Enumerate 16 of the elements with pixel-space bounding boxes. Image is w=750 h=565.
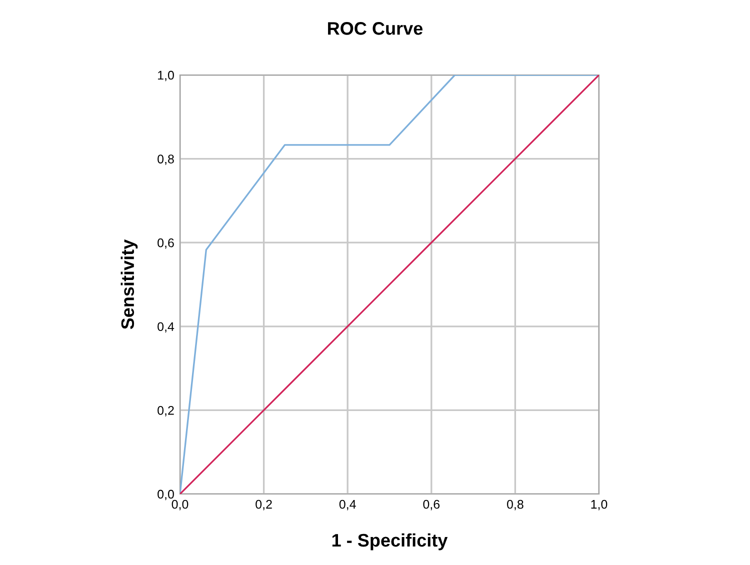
x-axis-title: 1 - Specificity	[332, 533, 448, 550]
y-tick-label: 0,2	[158, 406, 174, 416]
x-tick-label: 0,0	[172, 500, 188, 510]
x-tick-label: 0,8	[507, 500, 524, 510]
line-series	[180, 75, 599, 494]
x-tick-label: 0,2	[256, 500, 272, 510]
x-tick-label: 0,4	[339, 500, 356, 510]
y-tick-label: 1,0	[158, 70, 174, 82]
y-tick-label: 0,0	[158, 490, 174, 500]
y-tick-label: 0,4	[158, 322, 174, 333]
y-tick-label: 0,6	[158, 238, 174, 249]
y-tick-label: 0,8	[158, 154, 174, 165]
y-axis-title: Sensitivity	[120, 239, 138, 330]
x-tick-label: 1,0	[591, 500, 608, 510]
x-tick-label: 0,6	[423, 500, 440, 510]
chart-title: ROC Curve	[328, 22, 423, 35]
